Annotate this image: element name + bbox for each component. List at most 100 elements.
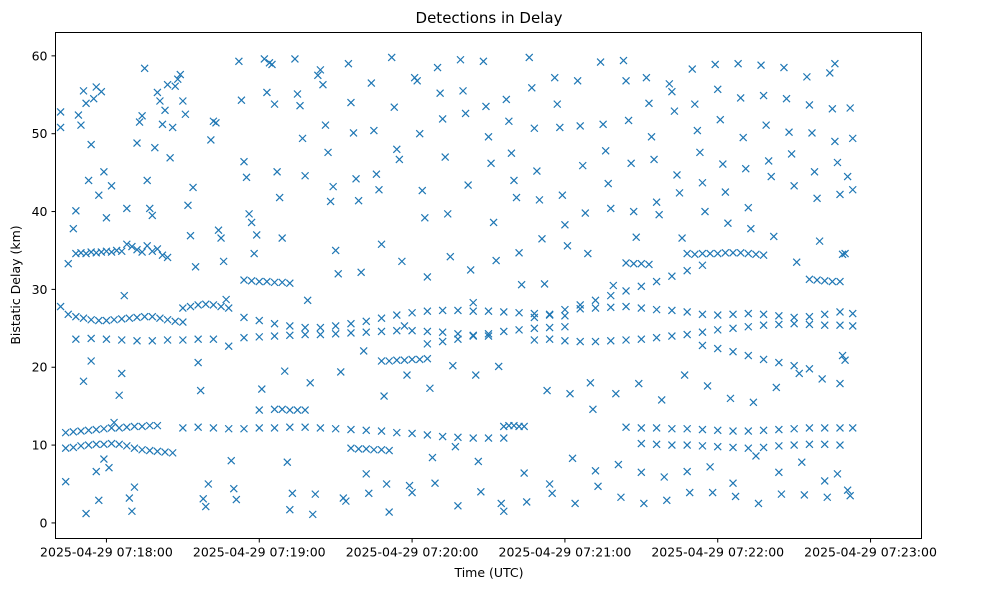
data-point [820,310,829,319]
data-point [838,250,847,259]
data-point [357,268,366,277]
data-point [711,60,720,69]
data-point [94,496,103,505]
data-point [655,210,664,219]
data-point [736,93,745,102]
data-point [316,323,325,332]
data-point [683,308,692,316]
data-point [69,443,78,452]
data-point [117,369,126,378]
data-point [848,322,857,330]
data-point [321,121,330,130]
data-point [82,249,90,258]
data-point [611,389,620,398]
data-point [749,398,758,407]
data-point [451,442,460,451]
data-point [774,320,783,329]
data-point [723,219,732,228]
data-point [752,250,760,259]
data-point [512,193,521,202]
data-point [438,114,447,123]
data-point [288,489,297,498]
data-point [240,157,248,166]
data-point [680,371,689,379]
data-point [617,493,625,502]
data-point [530,309,539,318]
data-point [836,308,844,316]
data-point [71,335,80,344]
data-point [354,445,363,453]
data-point [158,251,167,260]
data-point [652,333,661,342]
data-point [560,336,569,345]
data-point [255,332,264,341]
data-point [125,314,134,323]
data-point [77,441,85,450]
data-point [166,153,175,162]
data-point [285,279,294,288]
data-point [296,101,304,110]
data-point [637,424,646,432]
data-point [316,65,325,74]
x-axis: 2025-04-29 07:18:00 2025-04-29 07:19:00 20… [40,538,937,560]
data-point [744,309,753,318]
data-point [777,490,786,499]
data-point [217,234,225,242]
data-point [731,492,740,501]
data-point [84,176,93,185]
data-point [701,207,709,216]
data-point [454,433,462,442]
data-point [122,204,131,213]
data-point [102,213,111,222]
data-point [143,176,152,185]
data-point [153,447,162,456]
y-axis-label: Bistatic Delay (km) [8,225,23,344]
data-point [830,59,839,68]
data-point [848,134,857,143]
data-point [133,245,141,254]
data-point [255,424,264,432]
data-point [790,361,799,370]
data-point [56,107,65,116]
data-point [828,277,837,286]
data-point [163,315,172,324]
x-tick-label: 2025-04-29 07:23:00 [804,545,937,560]
data-point [622,423,630,432]
data-point [189,183,197,192]
data-point [591,337,600,346]
data-point [836,424,844,432]
data-point [99,424,108,433]
data-point [347,319,355,328]
data-point [199,494,208,503]
data-point [224,304,233,312]
data-point [178,97,187,105]
data-point [362,469,371,478]
data-point [392,326,401,335]
data-point [795,369,804,378]
data-point [492,256,501,265]
data-point [247,218,256,227]
data-point [825,69,834,77]
data-point [464,181,473,190]
data-point [706,249,715,258]
data-point [545,323,554,332]
data-point [596,58,605,67]
data-point [721,188,730,197]
data-point [527,83,536,92]
data-point [122,240,131,249]
data-point [413,76,422,85]
data-point [606,336,615,345]
data-point [790,181,799,190]
x-tick-label: 2025-04-29 07:20:00 [346,545,479,560]
data-point [698,261,707,270]
data-point [800,490,809,499]
data-point [234,57,243,66]
data-point [515,308,523,317]
data-point [61,444,70,453]
data-point [836,190,844,199]
data-point [573,76,582,85]
data-point [176,70,185,79]
data-point [454,306,462,315]
data-point [667,424,676,433]
